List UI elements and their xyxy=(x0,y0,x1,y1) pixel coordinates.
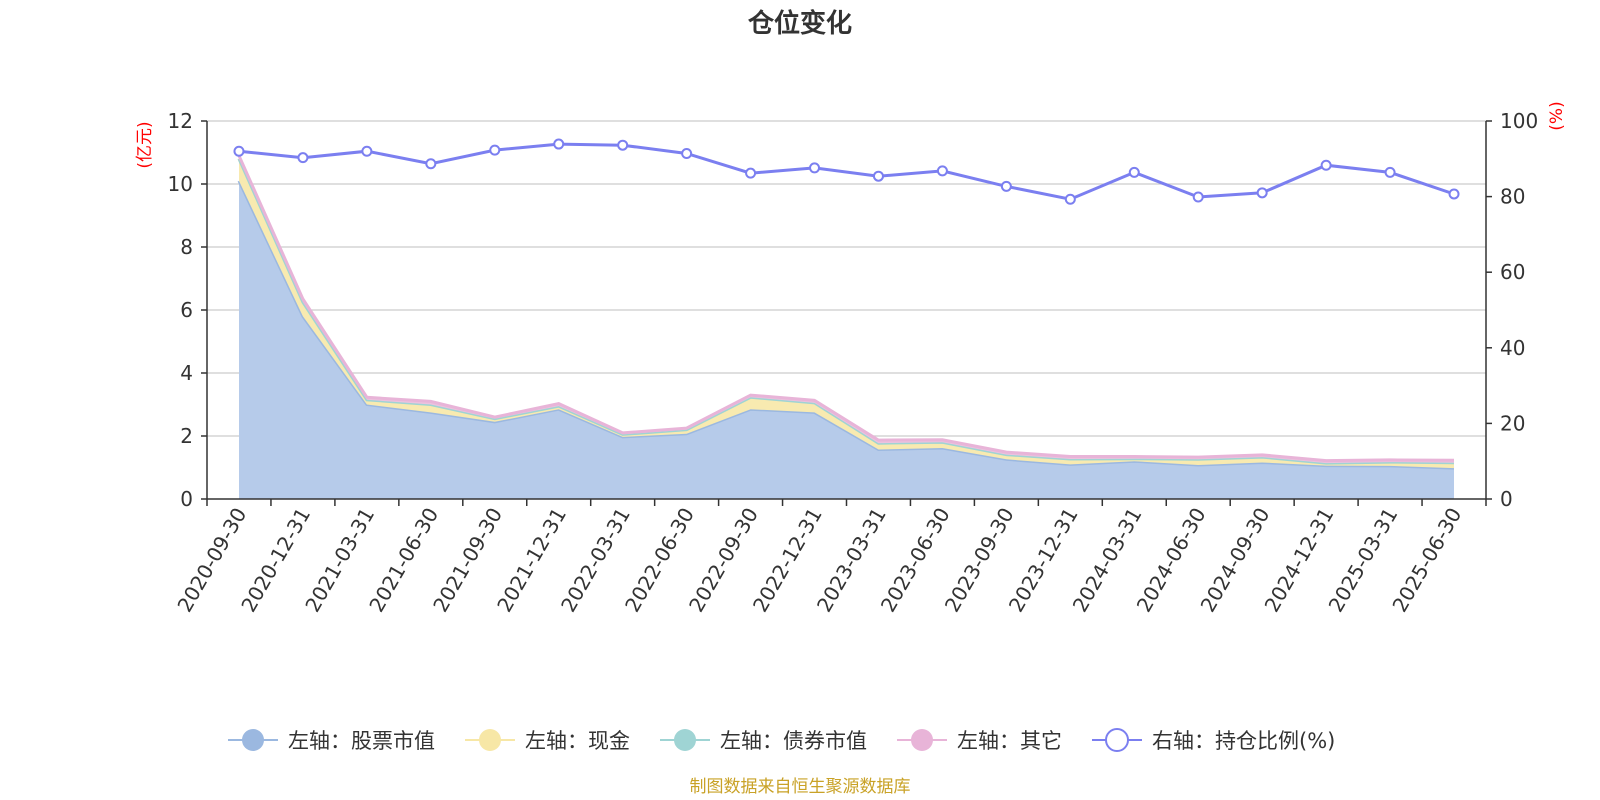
legend: 左轴：股票市值 左轴：现金 左轴：债券市值 左轴：其它 右轴：持仓比例(%) xyxy=(228,728,1335,753)
stacked-areas xyxy=(237,155,1455,499)
holding-ratio-line xyxy=(233,138,1460,205)
ratio-line-path xyxy=(238,142,1455,201)
legend-item[interactable]: 左轴：债券市值 xyxy=(660,729,867,753)
right-tick-label: 60 xyxy=(1500,260,1525,284)
legend-marker xyxy=(242,729,264,751)
ratio-point[interactable] xyxy=(297,152,309,164)
ratio-point[interactable] xyxy=(233,145,245,157)
ratio-point[interactable] xyxy=(489,144,501,156)
ratio-point[interactable] xyxy=(1128,166,1140,178)
ratio-point[interactable] xyxy=(361,145,373,157)
ratio-point[interactable] xyxy=(1064,193,1076,205)
ratio-point[interactable] xyxy=(681,148,693,160)
legend-item[interactable]: 左轴：其它 xyxy=(897,729,1062,753)
legend-item[interactable]: 左轴：股票市值 xyxy=(228,729,435,753)
ratio-point[interactable] xyxy=(617,139,629,151)
legend-marker xyxy=(911,729,933,751)
legend-label: 左轴：股票市值 xyxy=(288,729,435,753)
area-line-4 xyxy=(237,155,1455,463)
legend-marker xyxy=(674,729,696,751)
left-tick-label: 0 xyxy=(180,487,193,511)
legend-marker xyxy=(1105,728,1129,752)
legend-item[interactable]: 右轴：持仓比例(%) xyxy=(1092,728,1335,753)
ratio-point[interactable] xyxy=(1256,187,1268,199)
left-tick-label: 4 xyxy=(180,361,193,385)
legend-item[interactable]: 左轴：现金 xyxy=(465,729,630,753)
ratio-point[interactable] xyxy=(1320,159,1332,171)
ratio-point[interactable] xyxy=(425,158,437,170)
left-tick-label: 6 xyxy=(180,298,193,322)
source-note: 制图数据来自恒生聚源数据库 xyxy=(690,777,911,797)
right-tick-label: 100 xyxy=(1500,109,1538,133)
legend-label: 左轴：债券市值 xyxy=(720,729,867,753)
ratio-point[interactable] xyxy=(936,165,948,177)
left-axis-unit: (亿元) xyxy=(135,121,155,168)
ratio-point[interactable] xyxy=(1448,188,1460,200)
left-tick-label: 2 xyxy=(180,424,193,448)
legend-label: 左轴：现金 xyxy=(525,729,630,753)
axes: 0246810120204060801002020-09-302020-12-3… xyxy=(168,109,1539,616)
right-tick-label: 0 xyxy=(1500,487,1513,511)
legend-label: 右轴：持仓比例(%) xyxy=(1152,729,1335,753)
left-tick-label: 8 xyxy=(180,235,193,259)
right-tick-label: 80 xyxy=(1500,185,1525,209)
left-tick-label: 12 xyxy=(168,109,193,133)
right-tick-label: 20 xyxy=(1500,411,1525,435)
ratio-point[interactable] xyxy=(872,170,884,182)
ratio-point[interactable] xyxy=(1384,166,1396,178)
ratio-point[interactable] xyxy=(553,138,565,150)
grid-lines xyxy=(207,120,1486,437)
ratio-point[interactable] xyxy=(1000,180,1012,192)
right-axis-unit: (%) xyxy=(1547,101,1567,130)
chart-title: 仓位变化 xyxy=(747,8,852,39)
left-tick-label: 10 xyxy=(168,172,193,196)
area-1 xyxy=(239,180,1454,499)
ratio-point[interactable] xyxy=(809,162,821,174)
legend-label: 左轴：其它 xyxy=(957,729,1062,753)
right-tick-label: 40 xyxy=(1500,336,1525,360)
ratio-point[interactable] xyxy=(1192,191,1204,203)
legend-marker xyxy=(479,729,501,751)
ratio-point[interactable] xyxy=(745,167,757,179)
